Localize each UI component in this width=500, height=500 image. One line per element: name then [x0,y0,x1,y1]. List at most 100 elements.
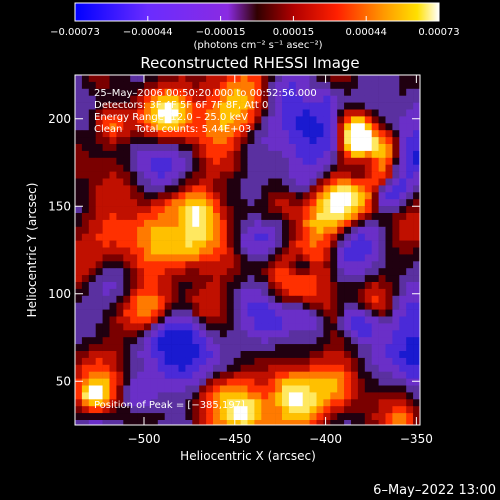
heatmap-cell [399,88,407,96]
heatmap-cell [199,171,207,179]
heatmap-cell [233,192,241,200]
heatmap-cell [254,261,262,269]
heatmap-cell [157,302,165,310]
heatmap-cell [171,164,179,172]
heatmap-cell [309,240,317,248]
heatmap-cell [323,378,331,386]
heatmap-cell [406,144,414,152]
heatmap-cell [268,178,276,186]
heatmap-cell [413,171,420,179]
heatmap-cell [371,240,379,248]
energy-range-label: Energy Range: 12.0 – 25.0 keV [94,112,248,123]
heatmap-cell [385,371,393,379]
heatmap-cell [240,206,248,214]
heatmap-cell [371,351,379,359]
heatmap-cell [275,130,283,138]
heatmap-cell [406,371,414,379]
heatmap-cell [337,268,345,276]
heatmap-cell [254,357,262,366]
heatmap-cell [302,413,310,421]
heatmap-cell [150,275,159,283]
heatmap-cell [75,95,83,103]
heatmap-cell [302,81,310,90]
heatmap-cell [233,150,241,159]
heatmap-cell [344,95,352,103]
heatmap-cell [137,171,145,179]
heatmap-cell [282,275,290,283]
heatmap-cell [81,171,90,179]
heatmap-cell [378,123,386,131]
heatmap-cell [288,226,297,234]
heatmap-cell [178,226,186,234]
heatmap-cell [157,275,165,283]
heatmap-cell [192,351,200,359]
heatmap-cell [323,144,331,152]
heatmap-cell [399,206,407,214]
heatmap-cell [144,75,152,83]
heatmap-cell [102,371,110,379]
heatmap-cell [351,268,359,276]
heatmap-cell [371,116,379,124]
heatmap-cell [323,102,331,110]
heatmap-cell [150,371,159,379]
heatmap-cell [233,171,241,179]
heatmap-cell [144,351,152,359]
heatmap-cell [240,385,248,393]
heatmap-cell [268,357,276,366]
heatmap-cell [295,150,303,159]
heatmap-cell [226,150,234,159]
heatmap-cell [254,399,262,407]
heatmap-cell [219,282,228,290]
heatmap-cell [130,240,138,248]
heatmap-cell [88,288,96,297]
heatmap-cell [385,282,393,290]
heatmap-cell [399,275,407,283]
heatmap-cell [371,282,379,290]
heatmap-cell [254,219,262,228]
heatmap-cell [261,309,269,317]
heatmap-cell [385,178,393,186]
heatmap-cell [240,413,248,421]
heatmap-cell [219,420,228,425]
heatmap-cell [164,178,172,186]
heatmap-cell [219,344,228,352]
heatmap-cell [357,275,366,283]
heatmap-cell [102,226,110,234]
heatmap-cell [88,185,96,193]
heatmap-cell [309,364,317,372]
heatmap-cell [171,275,179,283]
heatmap-cell [233,157,241,165]
heatmap-cell [371,337,379,345]
heatmap-cell [233,392,241,400]
heatmap-cell [213,406,221,414]
heatmap-cell [406,213,414,221]
heatmap-cell [213,282,221,290]
heatmap-cell [137,344,145,352]
heatmap-cell [81,295,90,303]
heatmap-cell [130,123,138,131]
heatmap-cell [219,164,228,172]
heatmap-cell [150,150,159,159]
heatmap-cell [157,164,165,172]
heatmap-cell [185,130,193,138]
heatmap-cell [413,351,420,359]
heatmap-cell [337,88,345,96]
heatmap-cell [371,219,379,228]
heatmap-cell [247,288,255,297]
heatmap-cell [337,192,345,200]
heatmap-cell [351,81,359,90]
heatmap-cell [116,337,124,345]
heatmap-cell [171,392,179,400]
heatmap-cell [288,213,297,221]
heatmap-cell [275,192,283,200]
heatmap-cell [240,309,248,317]
heatmap-cell [75,351,83,359]
heatmap-cell [378,288,386,297]
heatmap-cell [364,351,372,359]
heatmap-cell [81,268,90,276]
heatmap-cell [316,378,324,386]
heatmap-cell [288,406,297,414]
heatmap-cell [254,157,262,165]
heatmap-cell [75,185,83,193]
heatmap-cell [295,288,303,297]
